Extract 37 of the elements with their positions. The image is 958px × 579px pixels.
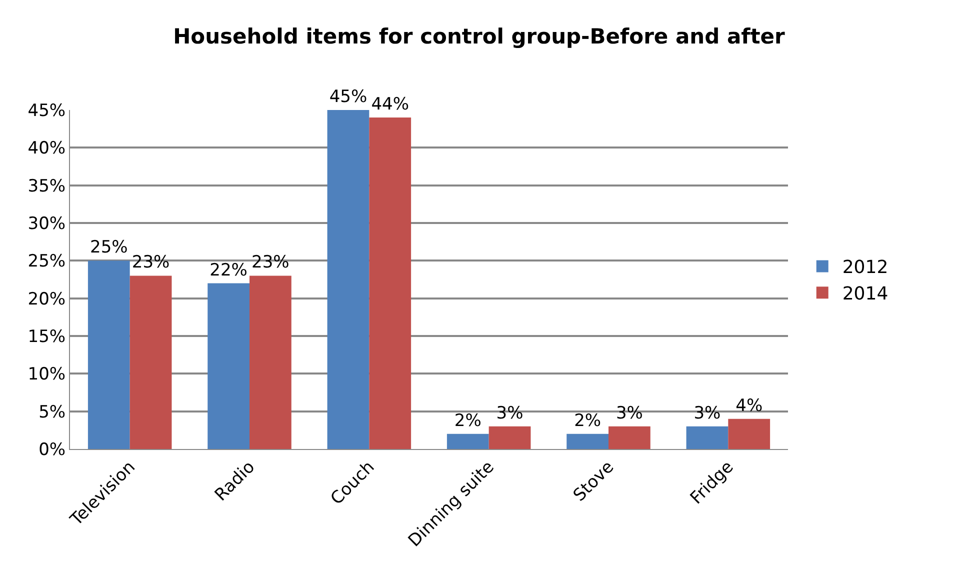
- y-tick-label: 0%: [38, 440, 66, 460]
- data-label: 23%: [132, 252, 170, 273]
- y-tick-label: 35%: [28, 176, 66, 196]
- bar: [446, 434, 489, 449]
- data-label: 45%: [329, 87, 368, 107]
- data-label: 4%: [736, 396, 763, 416]
- data-label: 25%: [90, 238, 128, 258]
- bar: [686, 426, 728, 449]
- bar: [130, 276, 172, 449]
- data-label: 2%: [574, 410, 602, 431]
- y-tick-label: 25%: [28, 252, 66, 272]
- data-label: 3%: [496, 403, 524, 424]
- data-label: 3%: [616, 403, 643, 424]
- y-tick-label: 15%: [28, 326, 66, 347]
- legend-label: 2014: [842, 284, 888, 305]
- y-tick-label: 40%: [28, 138, 66, 159]
- y-tick-label: 10%: [28, 364, 66, 385]
- bar: [488, 426, 531, 449]
- bar: [327, 110, 370, 449]
- bar: [208, 283, 250, 449]
- bar: [250, 276, 292, 449]
- y-tick-label: 30%: [28, 214, 66, 234]
- y-tick-label: 5%: [38, 402, 66, 422]
- data-label: 2%: [454, 410, 482, 431]
- bar: [88, 260, 130, 449]
- legend-label: 2012: [842, 257, 888, 278]
- bar: [369, 118, 412, 449]
- y-tick-label: 45%: [28, 100, 66, 121]
- data-label: 3%: [694, 403, 721, 424]
- bar: [728, 418, 770, 449]
- data-label: 22%: [210, 260, 248, 280]
- data-label: 44%: [371, 94, 410, 115]
- chart-title: Household items for control group-Before and after: [173, 24, 786, 49]
- bar: [566, 434, 608, 449]
- bar: [608, 426, 650, 449]
- data-label: 23%: [252, 252, 290, 273]
- y-tick-label: 20%: [28, 289, 66, 310]
